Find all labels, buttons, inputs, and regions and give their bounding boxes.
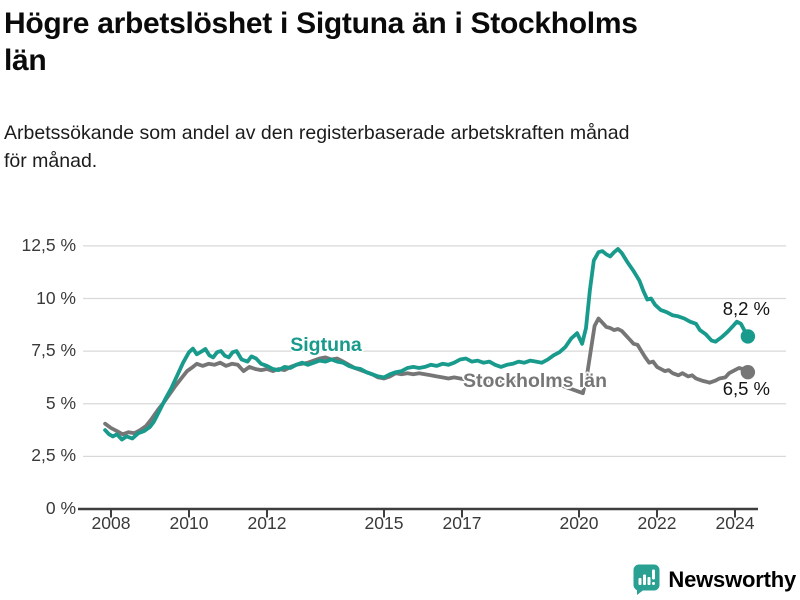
x-tick-label: 2024 [715, 513, 755, 533]
x-tick-label: 2012 [247, 513, 287, 533]
x-tick-label: 2017 [442, 513, 482, 533]
x-tick-label: 2020 [559, 513, 599, 533]
y-tick-label: 0 % [45, 498, 76, 518]
series-label-stockholms-lan: Stockholms län [462, 370, 608, 392]
series-line-sigtuna [103, 247, 750, 442]
y-tick-label: 2,5 % [31, 445, 76, 466]
y-tick-label: 5 % [45, 392, 76, 413]
series-line-stockholms-län [103, 316, 750, 437]
x-tick-label: 2008 [91, 513, 131, 533]
newsworthy-brand: Newsworthy [633, 564, 796, 595]
end-dot-sigtuna [740, 329, 756, 344]
series-label-sigtuna: Sigtuna [290, 334, 362, 356]
chart-subtitle: Arbetssökande som andel av den registerb… [4, 122, 630, 173]
page-title: Högre arbetslöshet i Sigtuna än i Stockh… [4, 7, 638, 77]
x-tick-label: 2022 [637, 513, 677, 533]
y-tick-label: 12,5 % [21, 234, 76, 255]
end-value-label-sigtuna: 8,2 % [722, 298, 770, 319]
end-dot-stockholms-län [740, 364, 756, 380]
y-tick-label: 10 % [36, 287, 76, 308]
x-tick-label: 2010 [169, 513, 209, 533]
brand-wordmark: Newsworthy [668, 566, 796, 592]
end-value-label-stockholms-lan: 6,5 % [722, 378, 770, 399]
x-tick-label: 2015 [364, 513, 404, 533]
y-tick-label: 7,5 % [31, 340, 76, 361]
bar-chart-speech-bubble-icon [633, 564, 660, 595]
